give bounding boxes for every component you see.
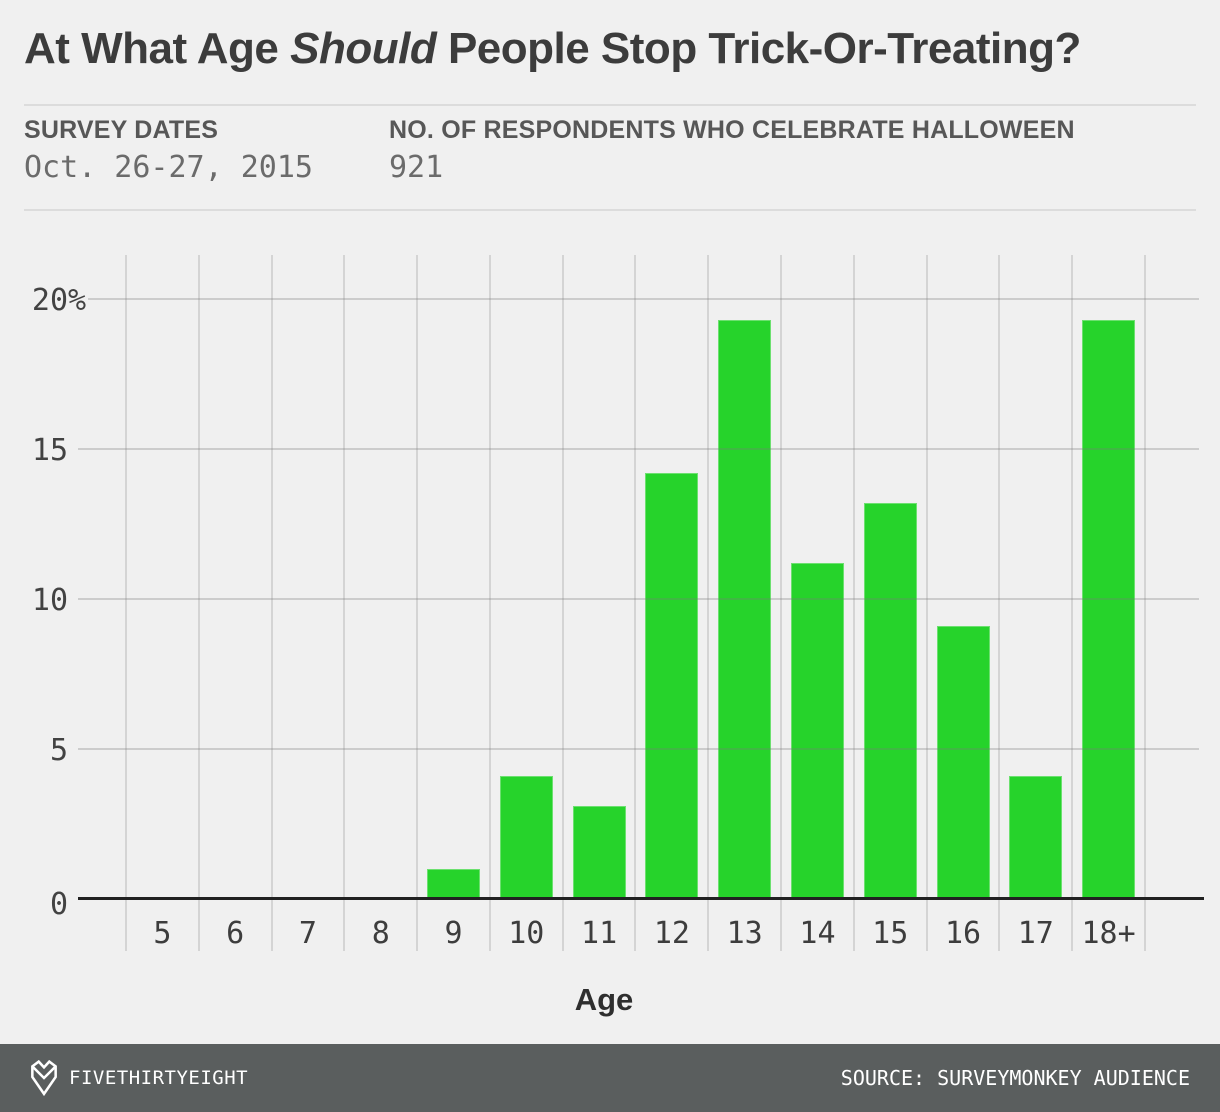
x-tick-label: 6 — [226, 916, 245, 951]
v-gridline — [998, 255, 1001, 951]
x-tick-label: 13 — [726, 916, 763, 951]
h-gridline — [78, 298, 1199, 300]
h-gridline — [78, 448, 1199, 450]
bar — [427, 869, 481, 899]
x-tick-label: 10 — [508, 916, 545, 951]
bar — [790, 563, 844, 899]
v-gridline — [488, 255, 491, 951]
x-tick-label: 12 — [653, 916, 690, 951]
y-tick-label: 5 — [49, 733, 70, 768]
page-title: At What Age Should People Stop Trick-Or-… — [24, 24, 1081, 74]
footer-bar: FIVETHIRTYEIGHT SOURCE: SURVEYMONKEY AUD… — [0, 1044, 1220, 1112]
title-part-post: People Stop Trick-Or-Treating? — [436, 24, 1081, 73]
x-tick-label: 11 — [581, 916, 618, 951]
x-tick-label: 7 — [298, 916, 317, 951]
v-gridline — [197, 255, 200, 951]
v-gridline — [125, 255, 127, 951]
v-gridline — [1071, 255, 1074, 951]
x-tick-label: 5 — [153, 916, 172, 951]
v-gridline — [343, 255, 346, 951]
x-tick-label: 9 — [444, 916, 463, 951]
survey-dates-label: SURVEY DATES — [24, 116, 219, 144]
x-tick-label: 16 — [944, 916, 982, 951]
header-divider-top — [24, 104, 1196, 106]
x-tick-label: 14 — [799, 916, 836, 951]
respondents-value: 921 — [389, 150, 444, 185]
y-tick-label: 10 — [31, 583, 71, 618]
v-gridline — [416, 255, 419, 951]
bar — [645, 473, 699, 899]
brand-wordmark: FIVETHIRTYEIGHT — [69, 1067, 249, 1089]
bar — [499, 776, 553, 899]
x-axis-title: Age — [574, 982, 634, 1017]
survey-dates-value: Oct. 26-27, 2015 — [24, 150, 313, 185]
x-tick-label: 17 — [1017, 916, 1054, 951]
v-gridline — [270, 255, 273, 951]
x-tick-label: 18+ — [1081, 916, 1136, 951]
x-axis-line — [78, 897, 1204, 900]
bar — [1009, 776, 1063, 899]
x-tick-label: 8 — [371, 916, 390, 951]
v-gridline — [561, 255, 564, 951]
bar — [936, 626, 990, 899]
bar — [863, 503, 917, 899]
title-part-emphasis: Should — [290, 24, 437, 73]
bar — [572, 806, 626, 899]
x-tick-label: 15 — [872, 916, 909, 951]
brand: FIVETHIRTYEIGHT — [30, 1060, 248, 1096]
v-gridline — [634, 255, 637, 951]
v-gridline — [707, 255, 710, 951]
y-tick-label: 15 — [31, 433, 71, 468]
fivethirtyeight-fox-icon — [31, 1060, 57, 1096]
v-gridline — [1143, 255, 1146, 951]
h-gridline — [78, 748, 1199, 750]
y-tick-label: 0 — [49, 887, 70, 922]
respondents-label: NO. OF RESPONDENTS WHO CELEBRATE HALLOWE… — [389, 116, 1075, 144]
source-credit: SOURCE: SURVEYMONKEY AUDIENCE — [840, 1066, 1190, 1090]
v-gridline — [925, 255, 928, 951]
bar — [718, 320, 772, 899]
h-gridline — [78, 598, 1199, 600]
v-gridline — [780, 255, 783, 951]
v-gridline — [852, 255, 855, 951]
bar — [1082, 320, 1136, 899]
title-part-pre: At What Age — [24, 24, 291, 73]
y-tick-label: 20% — [31, 283, 89, 318]
header-divider-bottom — [24, 209, 1196, 211]
